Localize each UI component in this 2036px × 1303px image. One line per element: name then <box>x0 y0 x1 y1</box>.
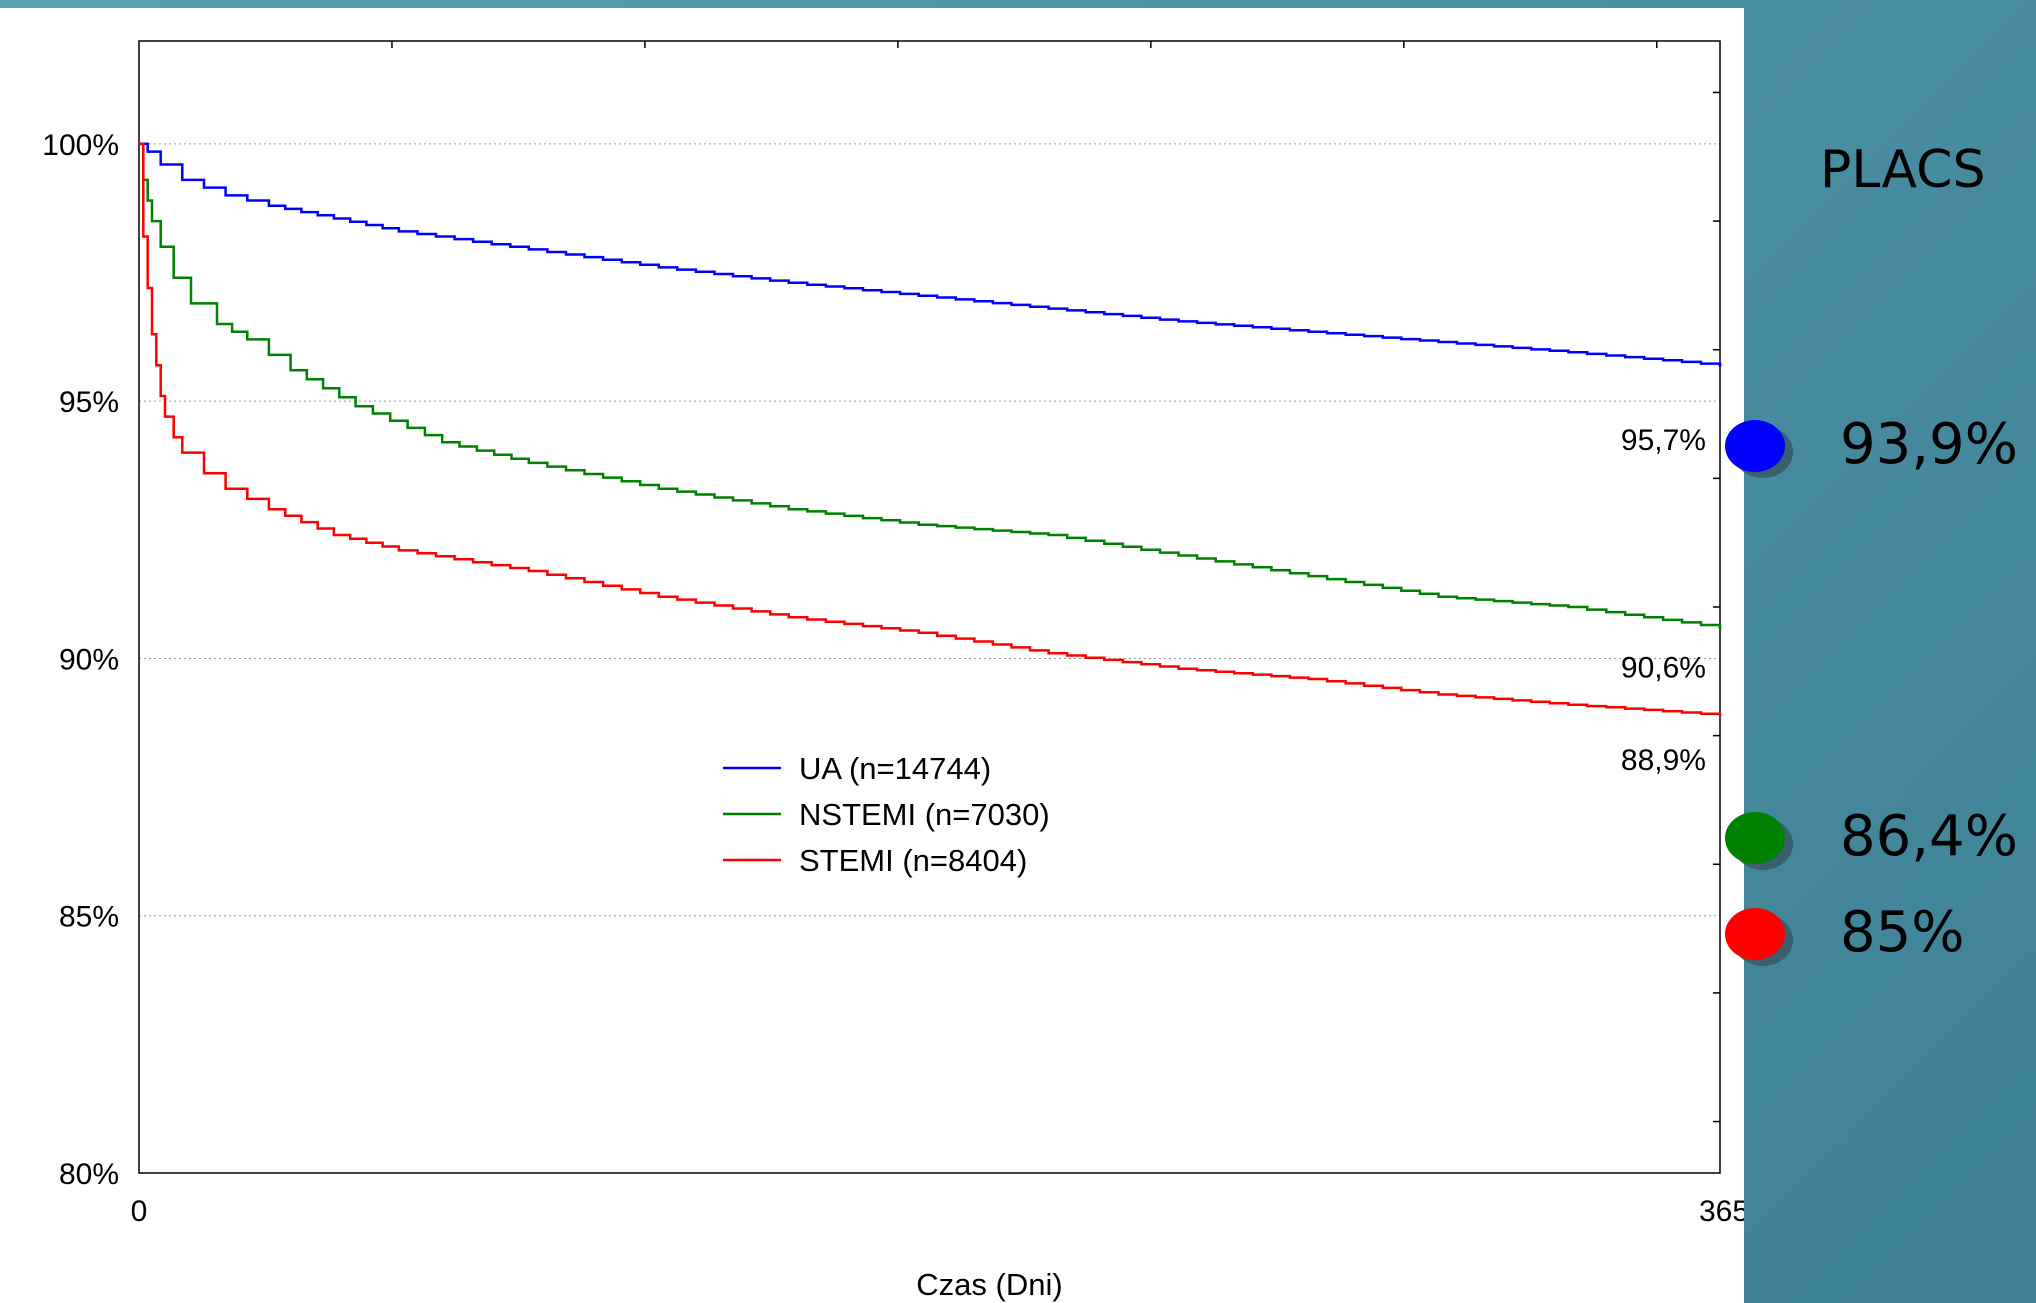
plot-frame <box>138 40 1721 1174</box>
y-tick-label: 90% <box>59 643 119 676</box>
x-tick-label: 365 <box>1699 1195 1744 1228</box>
y-tick-label: 80% <box>59 1158 119 1191</box>
side-panel-title: PLACS <box>1820 140 1986 200</box>
legend-label: NSTEMI (n=7030) <box>799 797 1050 832</box>
side-item-ua: 93,9% <box>1725 410 2025 490</box>
survival-chart: 80% 85% 90% 95% 100% 0 365 Czas (Dni) 95,7% 90,6%… <box>42 40 1744 1302</box>
x-axis-label: Czas (Dni) <box>916 1267 1062 1302</box>
y-tick-label: 100% <box>42 129 119 162</box>
side-item-value: 85% <box>1840 900 1965 965</box>
chart-panel: 80% 85% 90% 95% 100% 0 365 Czas (Dni) 95,7% 90,6%… <box>0 8 1744 1303</box>
legend-label: STEMI (n=8404) <box>799 843 1027 878</box>
series-end-point <box>1718 363 1722 367</box>
series-end-point <box>1718 713 1722 717</box>
green-dot-icon <box>1725 812 1785 864</box>
series-line <box>139 142 1722 628</box>
side-item-value: 86,4% <box>1840 804 2018 869</box>
end-value-label: 95,7% <box>1621 424 1706 457</box>
series-line <box>139 142 1722 716</box>
y-tick-label: 85% <box>59 901 119 934</box>
y-tick-label: 95% <box>59 386 119 419</box>
blue-dot-icon <box>1725 420 1785 472</box>
side-item-nstemi: 86,4% <box>1725 802 2025 882</box>
end-value-label: 90,6% <box>1621 652 1706 685</box>
red-dot-icon <box>1725 908 1785 960</box>
legend-label: UA (n=14744) <box>799 751 991 786</box>
side-item-value: 93,9% <box>1840 412 2018 477</box>
series-end-point <box>1718 626 1722 630</box>
side-item-stemi: 85% <box>1725 898 2025 978</box>
x-tick-label: 0 <box>131 1195 148 1228</box>
series-line <box>139 142 1722 366</box>
end-value-label: 88,9% <box>1621 744 1706 777</box>
